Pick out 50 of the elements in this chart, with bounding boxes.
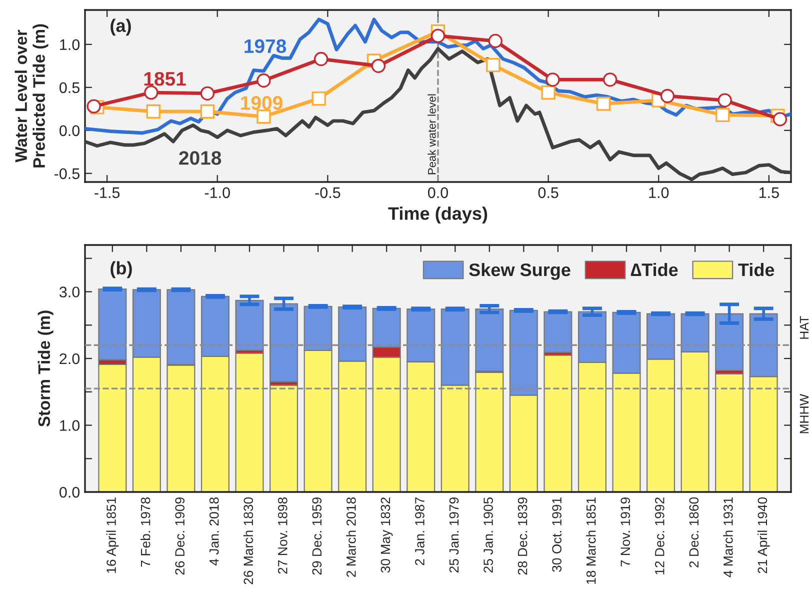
x-tick-label: 7 Nov. 1919 bbox=[620, 497, 630, 566]
y-tick-label: 1.0 bbox=[60, 420, 80, 431]
y-tick-label: 2.0 bbox=[60, 353, 80, 364]
x-tick-label: 27 Nov. 1898 bbox=[278, 497, 288, 574]
x-tick-label: 29 Dec. 1959 bbox=[312, 497, 322, 575]
legend-label: Tide bbox=[738, 262, 774, 276]
y-axis-title: Water Level over Predicted Tide (m) bbox=[14, 24, 48, 168]
x-tick-label: 26 Dec. 1909 bbox=[175, 497, 185, 575]
x-tick-label: 16 April 1851 bbox=[106, 498, 119, 573]
x-tick-label: 0.5 bbox=[538, 187, 558, 198]
series-label: 1851 bbox=[144, 72, 186, 86]
legend-label: ∆Tide bbox=[630, 262, 678, 276]
x-tick-label: 30 May 1832 bbox=[380, 498, 393, 573]
annotation: (a) bbox=[110, 18, 131, 36]
ref-line-label: Peak water level bbox=[428, 94, 436, 174]
y-tick-label: -0.5 bbox=[54, 168, 80, 180]
annotation: (b) bbox=[110, 261, 132, 278]
x-tick-label: 2 March 2018 bbox=[346, 497, 356, 577]
x-tick-label: 28 Dec. 1839 bbox=[518, 497, 528, 575]
x-tick-label: 0.0 bbox=[428, 187, 448, 198]
x-tick-label: -0.5 bbox=[315, 187, 340, 198]
x-tick-label: 7 Feb. 1978 bbox=[140, 497, 150, 567]
x-tick-label: 30 Oct. 1991 bbox=[552, 498, 562, 572]
y-axis-title: Storm Tide (m) bbox=[38, 310, 54, 427]
x-tick-label: 2 Jan. 1987 bbox=[415, 498, 424, 566]
x-tick-label: 25 Jan. 1905 bbox=[484, 497, 493, 572]
ref-line-label: HAT bbox=[800, 316, 809, 339]
x-tick-label: 21 April 1940 bbox=[757, 497, 770, 574]
x-tick-label: 25 Jan. 1979 bbox=[449, 497, 459, 572]
series-label: 2018 bbox=[179, 151, 222, 165]
x-tick-label: 12 Dec. 1992 bbox=[654, 498, 664, 574]
y-tick-label: 1.0 bbox=[60, 39, 80, 50]
x-tick-label: 18 March 1851 bbox=[586, 497, 596, 584]
x-tick-label: -1.5 bbox=[94, 187, 120, 198]
x-tick-label: 4 Jan. 2018 bbox=[209, 497, 219, 566]
series-label: 1909 bbox=[241, 96, 282, 110]
x-tick-label: 4 March 1931 bbox=[723, 498, 733, 578]
x-tick-label: 2 Dec. 1860 bbox=[689, 497, 699, 568]
x-tick-label: 1.5 bbox=[759, 187, 779, 198]
ref-line-label: MHHW bbox=[800, 394, 809, 434]
series-label: 1978 bbox=[244, 39, 286, 54]
x-tick-label: 26 March 1830 bbox=[243, 497, 254, 584]
y-tick-label: 0.0 bbox=[60, 125, 80, 136]
y-tick-label: 3.0 bbox=[59, 286, 80, 298]
x-tick-label: -1.0 bbox=[204, 187, 230, 198]
x-tick-label: 1.0 bbox=[649, 187, 669, 198]
x-axis-title: Time (days) bbox=[388, 206, 488, 224]
legend-label: Skew Surge bbox=[469, 262, 570, 280]
y-tick-label: 0.5 bbox=[60, 82, 80, 94]
y-tick-label: 0.0 bbox=[60, 486, 80, 498]
